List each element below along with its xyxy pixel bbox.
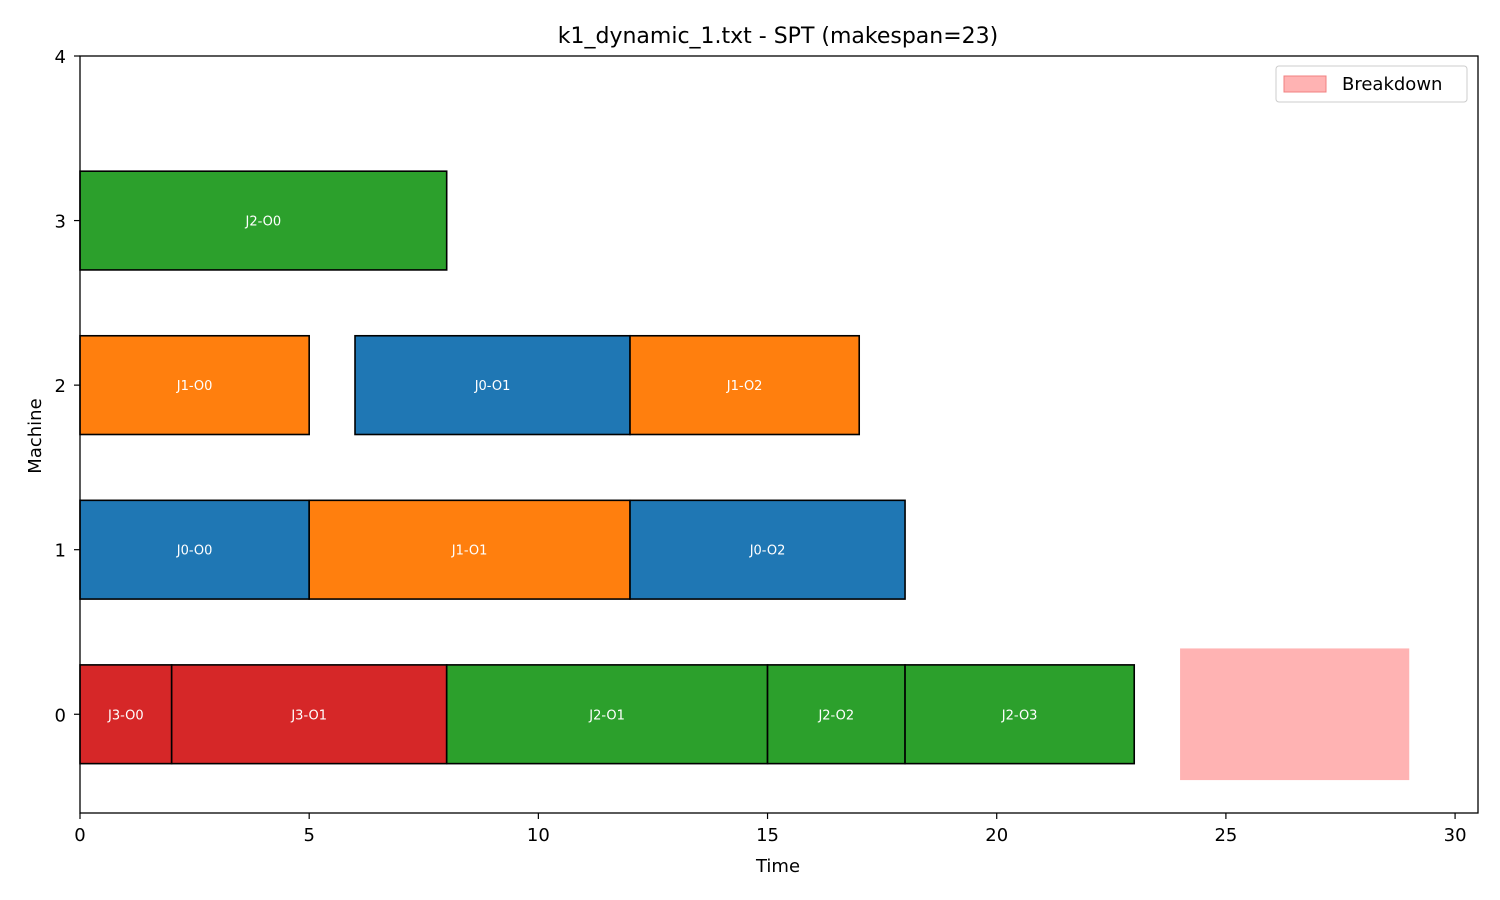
operation-bar-j0-o2 [629,499,906,600]
operation-bar-j1-o0 [79,334,310,436]
y-axis-title: Machine [25,398,46,473]
plot-frame [79,55,1479,814]
legend: Breakdown [1275,65,1468,103]
x-tick-label-30: 30 [1444,825,1467,846]
y-tick-label-4: 4 [55,47,66,68]
y-tick-label-1: 1 [55,541,66,562]
x-axis-title: Time [755,856,800,877]
operation-label-j1-o1: J1-O1 [451,544,488,559]
x-tick-label-10: 10 [527,825,550,846]
operation-bar-j1-o2 [629,334,861,436]
operation-bar-j3-o0 [79,664,173,765]
chart-title: k1_dynamic_1.txt - SPT (makespan=23) [558,24,998,49]
breakdown-bar-0 [1180,648,1410,781]
legend-breakdown-swatch [1283,75,1327,93]
y-axis-ticks: 0 1 2 3 4 [55,47,80,726]
y-tick-label-0: 0 [55,705,66,726]
operation-label-j3-o1: J3-O1 [290,708,327,723]
operation-label-j2-o2: J2-O2 [817,708,854,723]
operation-bar-j0-o0 [79,499,310,600]
operation-bar-j2-o0 [79,170,448,271]
x-axis-ticks: 0 5 10 15 20 25 30 [74,813,1467,846]
operation-label-j0-o2: J0-O2 [749,544,786,559]
x-tick-label-25: 25 [1214,825,1237,846]
y-tick-label-3: 3 [55,212,66,233]
legend-breakdown-label: Breakdown [1342,74,1442,95]
operation-label-j0-o0: J0-O0 [176,544,213,559]
plot-marks: J3-O0 J3-O1 J2-O1 J2-O2 J2-O3 J0-O0 J1-O1 J0-O2… [79,170,1410,781]
operation-bar-j2-o1 [445,664,769,765]
x-tick-label-0: 0 [74,825,85,846]
operation-label-j0-o1: J0-O1 [474,379,511,394]
operation-bar-j2-o2 [766,664,906,765]
operation-label-j2-o1: J2-O1 [588,708,625,723]
operation-label-j1-o2: J1-O2 [726,379,763,394]
x-tick-label-15: 15 [756,825,779,846]
operation-bar-j2-o3 [904,664,1136,765]
operation-label-j3-o0: J3-O0 [107,708,144,723]
operation-bar-j0-o1 [354,334,631,436]
operation-label-j2-o3: J2-O3 [1001,708,1038,723]
operation-label-j2-o0: J2-O0 [245,215,282,230]
operation-label-j1-o0: J1-O0 [176,379,213,394]
x-tick-label-5: 5 [303,825,314,846]
legend-box [1275,65,1468,103]
operation-bar-j3-o1 [170,664,448,765]
y-tick-label-2: 2 [55,376,66,397]
x-tick-label-20: 20 [985,825,1008,846]
operation-bar-j1-o1 [308,499,631,600]
